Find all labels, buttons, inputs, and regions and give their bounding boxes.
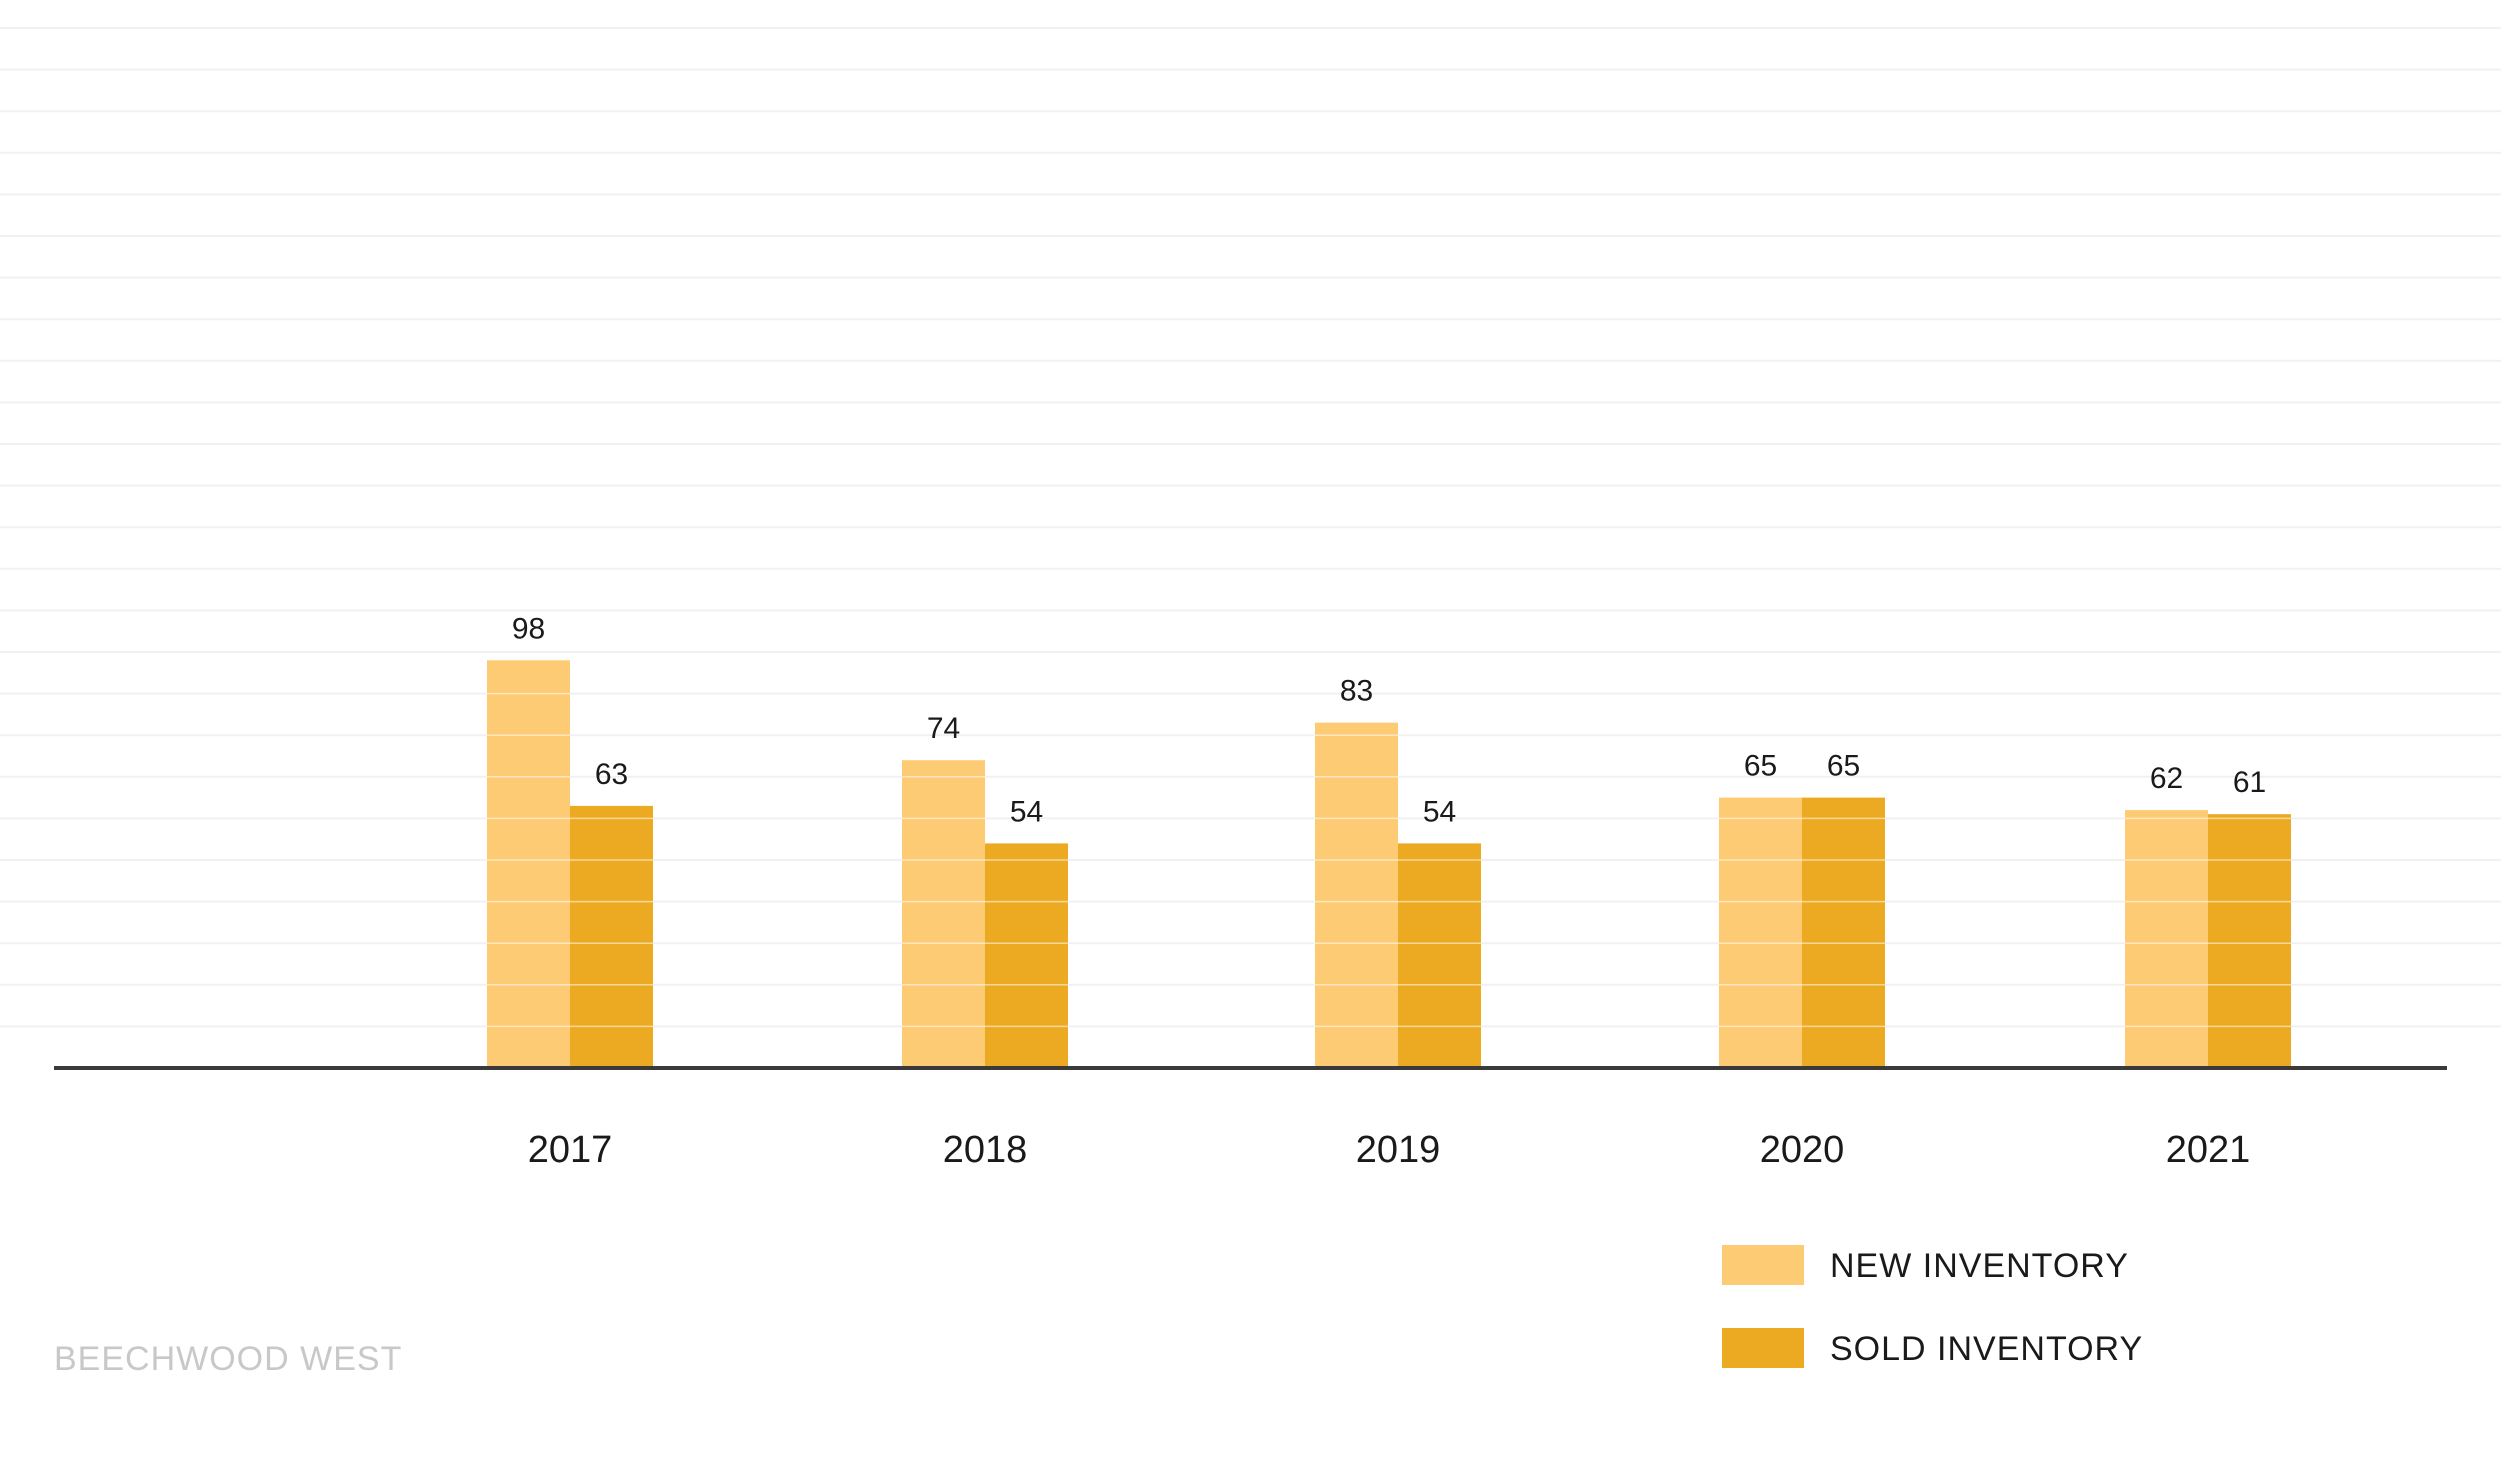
bar-new-2020 (1719, 797, 1802, 1068)
bars (487, 660, 2291, 1068)
bar-stripes (487, 692, 2291, 1028)
legend-swatch-new (1722, 1245, 1804, 1285)
value-label-new-2021: 62 (2150, 762, 2183, 795)
value-label-new-2017: 98 (512, 612, 545, 645)
gridlines (0, 27, 2501, 1028)
value-label-sold-2017: 63 (595, 758, 628, 791)
legend-swatch-sold (1722, 1328, 1804, 1368)
x-tick-label-2017: 2017 (528, 1129, 613, 1171)
bar-new-2021 (2125, 810, 2208, 1068)
bar-sold-2017 (570, 805, 653, 1068)
value-label-new-2019: 83 (1340, 675, 1373, 708)
bar-new-2018 (902, 760, 985, 1068)
x-tick-label-2020: 2020 (1760, 1129, 1845, 1171)
value-label-new-2018: 74 (927, 712, 960, 745)
bar-sold-2018 (985, 843, 1068, 1068)
value-label-sold-2019: 54 (1423, 795, 1456, 828)
x-tick-label-2019: 2019 (1356, 1129, 1441, 1171)
value-label-new-2020: 65 (1744, 750, 1777, 783)
x-tick-label-2018: 2018 (943, 1129, 1028, 1171)
bar-sold-2019 (1398, 843, 1481, 1068)
x-tick-label-2021: 2021 (2166, 1129, 2251, 1171)
legend-label-new: NEW INVENTORY (1830, 1247, 2129, 1285)
bar-sold-2020 (1802, 797, 1885, 1068)
watermark-text: BEECHWOOD WEST (54, 1340, 402, 1378)
bar-sold-2021 (2208, 814, 2291, 1068)
bar-new-2019 (1315, 722, 1398, 1068)
bar-new-2017 (487, 660, 570, 1068)
value-label-sold-2020: 65 (1827, 750, 1860, 783)
value-labels: 98 63 74 54 83 54 65 65 62 61 (512, 612, 2266, 828)
legend-label-sold: SOLD INVENTORY (1830, 1330, 2143, 1368)
legend: NEW INVENTORY SOLD INVENTORY (1722, 1245, 2143, 1368)
value-label-sold-2021: 61 (2233, 766, 2266, 799)
value-label-sold-2018: 54 (1010, 795, 1043, 828)
x-tick-labels: 2017 2018 2019 2020 2021 (528, 1129, 2251, 1171)
